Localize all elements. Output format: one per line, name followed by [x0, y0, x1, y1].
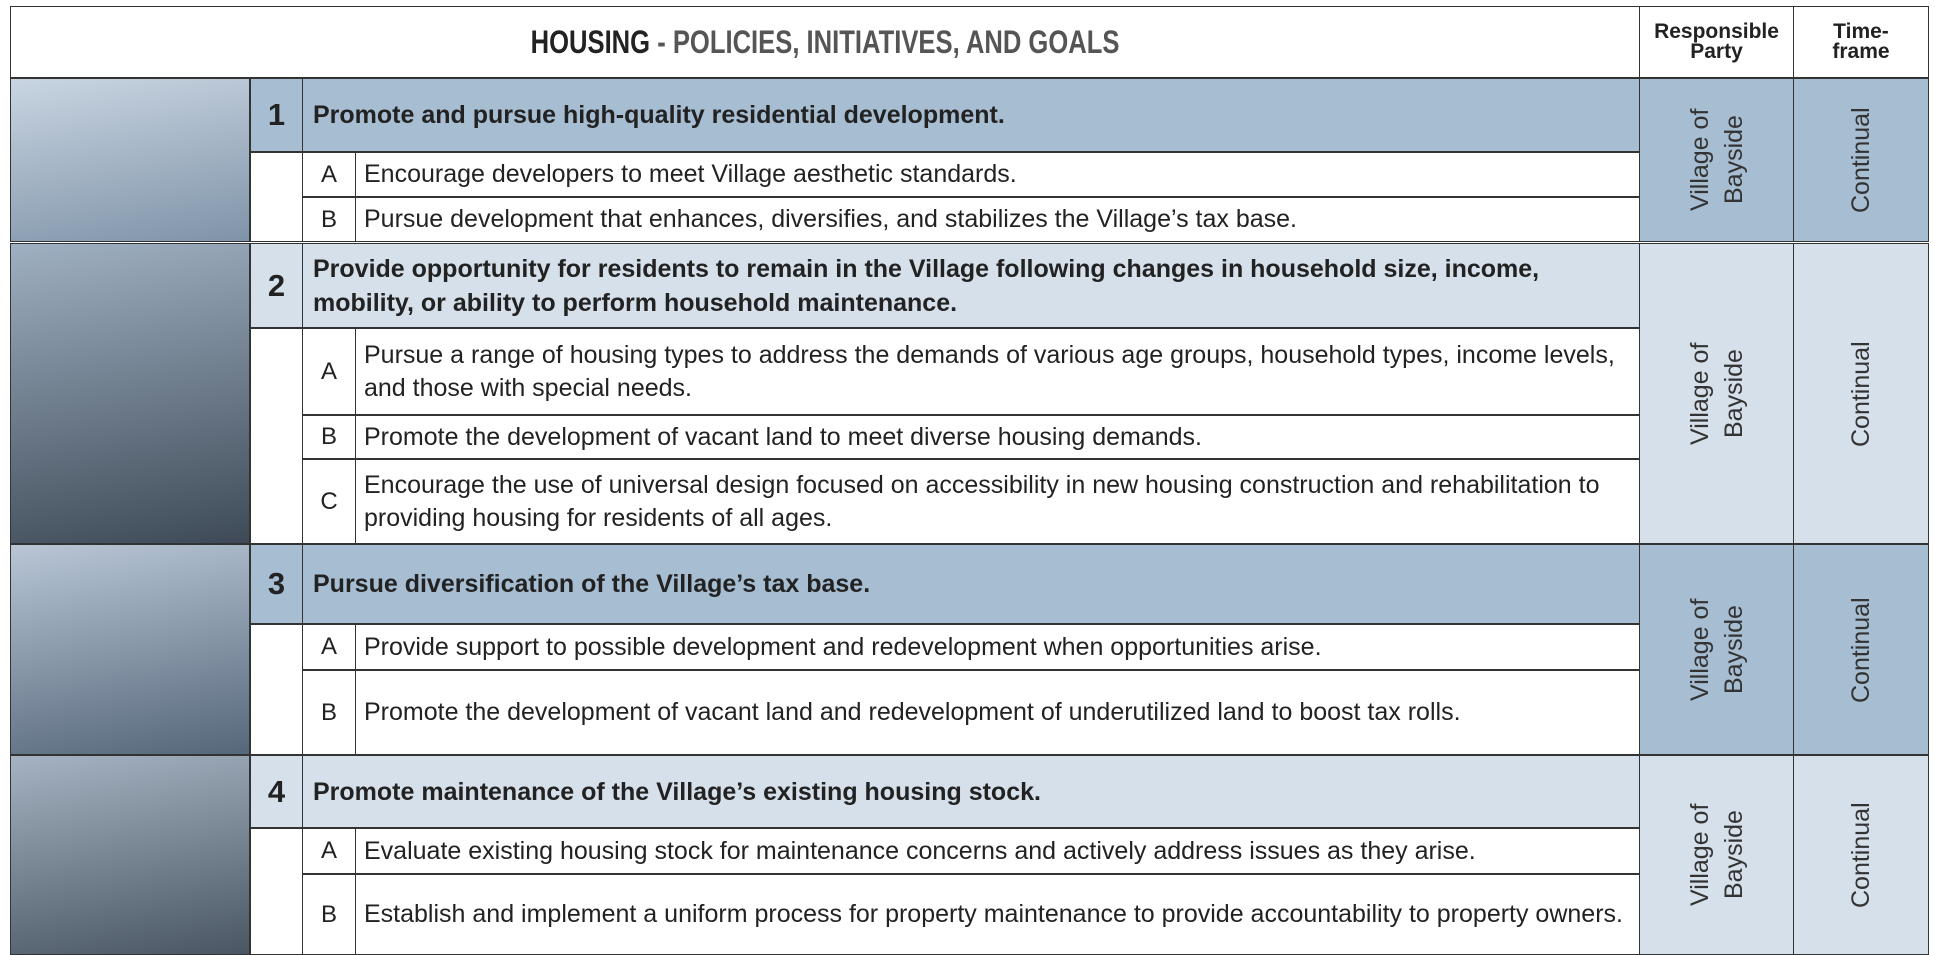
item-text: Encourage developers to meet Village aes…: [355, 152, 1640, 197]
spacer: [250, 828, 303, 955]
responsible-cell: Village of Bayside: [1639, 243, 1794, 544]
spacer: [250, 624, 303, 755]
timeframe-cell: Continual: [1793, 243, 1929, 544]
item-letter: B: [302, 874, 356, 955]
timeframe-cell: Continual: [1793, 544, 1929, 755]
item-text: Establish and implement a uniform proces…: [355, 874, 1640, 955]
item-text: Promote the development of vacant land t…: [355, 415, 1640, 459]
responsible-header: Responsible Party: [1639, 6, 1794, 78]
goal-number: 1: [250, 78, 303, 152]
photo: [10, 544, 250, 755]
timeframe-header: Time-frame: [1793, 6, 1929, 78]
title-rest: - POLICIES, INITIATIVES, AND GOALS: [657, 23, 1120, 60]
photo: [10, 755, 250, 955]
item-letter: A: [302, 328, 356, 415]
item-text: Promote the development of vacant land a…: [355, 670, 1640, 755]
item-letter: B: [302, 670, 356, 755]
timeframe: Continual: [1847, 596, 1875, 703]
timeframe: Continual: [1847, 340, 1875, 447]
timeframe: Continual: [1847, 107, 1875, 213]
item-letter: C: [302, 459, 356, 544]
goal-number: 2: [250, 243, 303, 328]
item-letter: B: [302, 197, 356, 242]
item-letter: B: [302, 415, 356, 459]
item-text: Pursue a range of housing types to addre…: [355, 328, 1640, 415]
goal-text: Pursue diversification of the Village’s …: [302, 544, 1640, 624]
goal-number: 4: [250, 755, 303, 828]
responsible-party: Village of Bayside: [1685, 342, 1748, 445]
responsible-party: Village of Bayside: [1685, 598, 1748, 701]
responsible-party: Village of Bayside: [1685, 803, 1748, 907]
item-letter: A: [302, 828, 356, 874]
spacer: [250, 152, 303, 242]
item-letter: A: [302, 152, 356, 197]
photo: [10, 78, 250, 242]
responsible-party: Village of Bayside: [1685, 108, 1748, 212]
goal-text: Promote and pursue high-quality resident…: [302, 78, 1640, 152]
title-cell: HOUSING - POLICIES, INITIATIVES, AND GOA…: [10, 6, 1640, 78]
responsible-cell: Village of Bayside: [1639, 78, 1794, 242]
title-bold: HOUSING: [530, 23, 651, 60]
item-text: Provide support to possible development …: [355, 624, 1640, 670]
title: HOUSING - POLICIES, INITIATIVES, AND GOA…: [531, 24, 1120, 61]
item-text: Pursue development that enhances, divers…: [355, 197, 1640, 242]
item-text: Evaluate existing housing stock for main…: [355, 828, 1640, 874]
timeframe-cell: Continual: [1793, 755, 1929, 955]
item-text: Encourage the use of universal design fo…: [355, 459, 1640, 544]
goal-text: Provide opportunity for residents to rem…: [302, 243, 1640, 328]
responsible-cell: Village of Bayside: [1639, 544, 1794, 755]
goal-number: 3: [250, 544, 303, 624]
timeframe-cell: Continual: [1793, 78, 1929, 242]
spacer: [250, 328, 303, 544]
goal-text: Promote maintenance of the Village’s exi…: [302, 755, 1640, 828]
item-letter: A: [302, 624, 356, 670]
responsible-cell: Village of Bayside: [1639, 755, 1794, 955]
photo: [10, 243, 250, 544]
timeframe: Continual: [1847, 802, 1875, 908]
